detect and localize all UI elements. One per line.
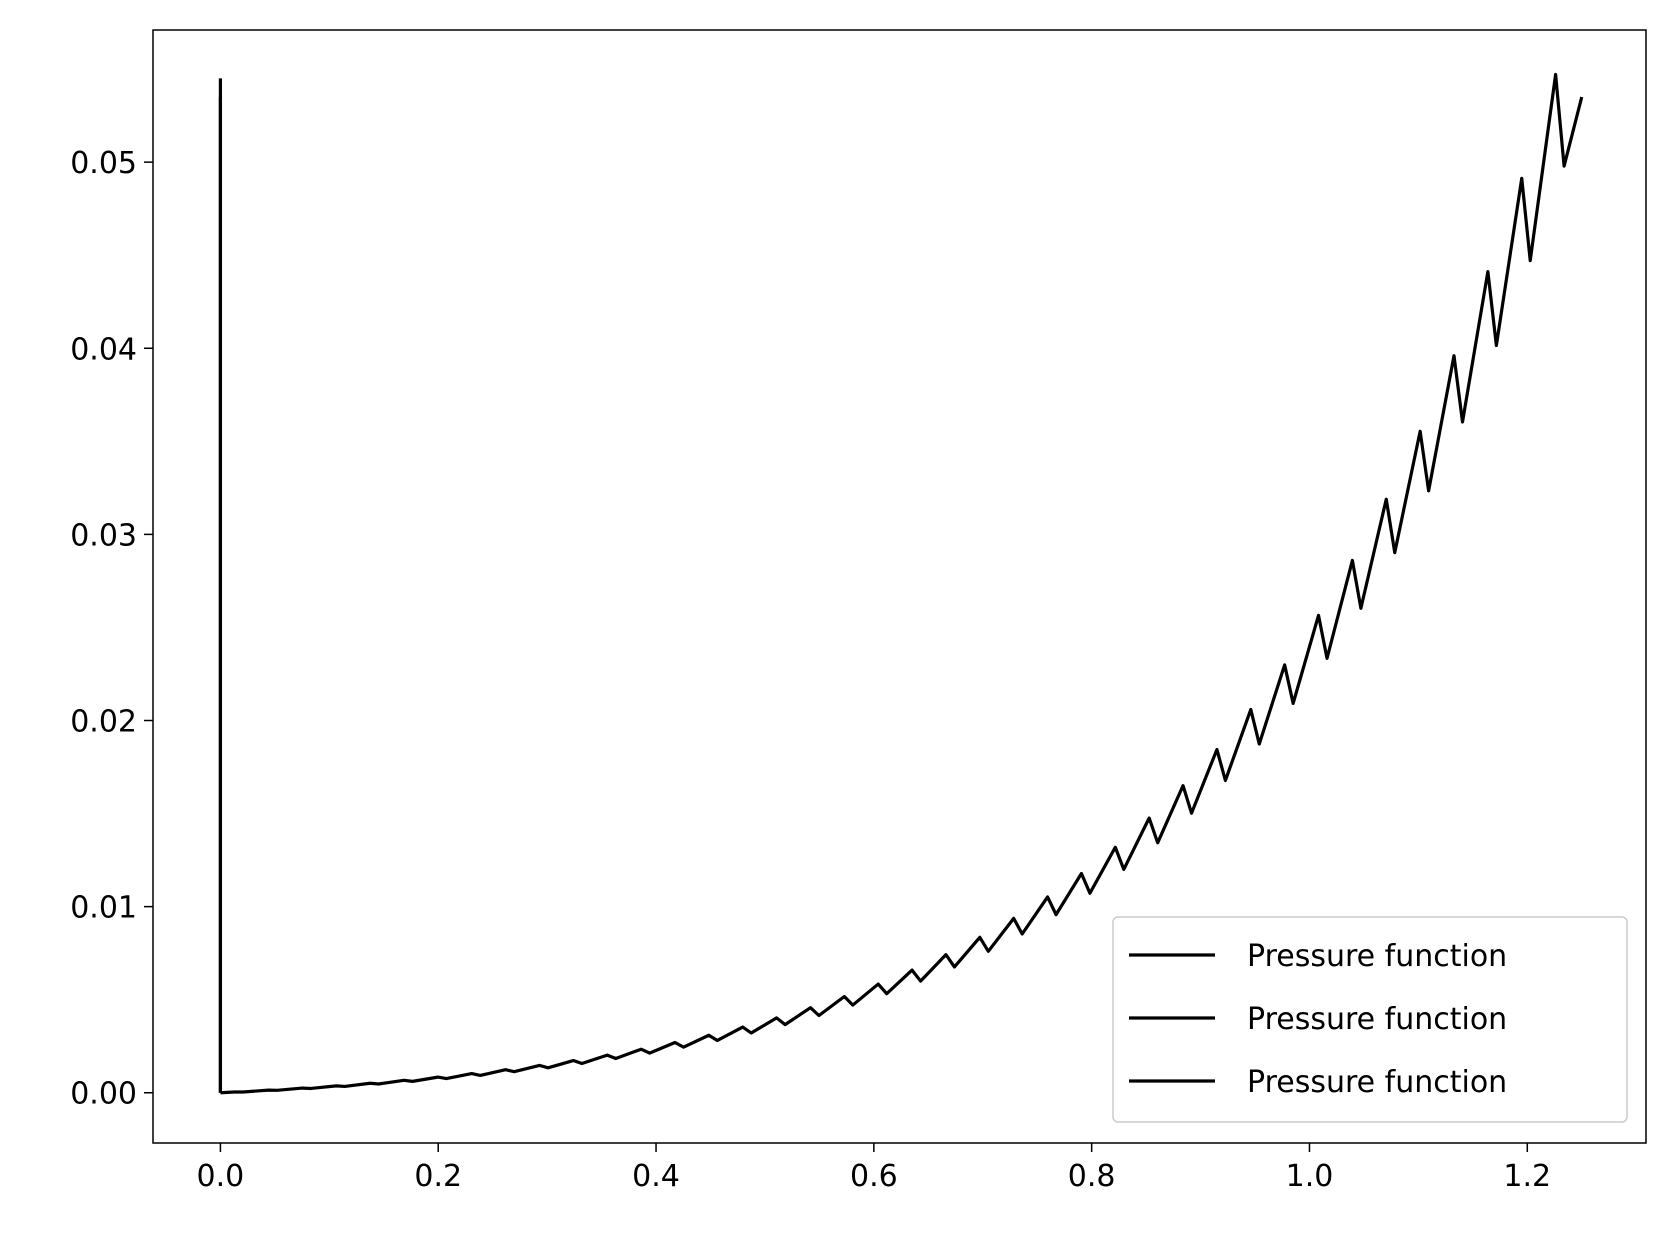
x-tick-label: 1.0 <box>1286 1159 1334 1194</box>
legend: Pressure function Pressure function Pressu… <box>1112 916 1628 1123</box>
x-tick-label: 1.2 <box>1503 1159 1551 1194</box>
y-tick-label: 0.05 <box>70 146 137 181</box>
x-tick-label: 0.6 <box>850 1159 898 1194</box>
legend-label: Pressure function <box>1247 1065 1507 1100</box>
legend-box <box>1112 916 1628 1123</box>
y-tick-label: 0.03 <box>70 518 137 553</box>
y-tick-label: 0.00 <box>70 1077 137 1112</box>
y-tick-label: 0.01 <box>70 891 137 926</box>
x-tick-label: 0.2 <box>414 1159 462 1194</box>
x-tick-label: 0.8 <box>1068 1159 1116 1194</box>
legend-label: Pressure function <box>1247 1002 1507 1037</box>
x-tick-label: 0.0 <box>197 1159 245 1194</box>
y-tick-label: 0.02 <box>70 705 137 740</box>
plot-frame <box>152 29 1647 1144</box>
y-tick-label: 0.04 <box>70 332 137 367</box>
legend-label: Pressure function <box>1247 939 1507 974</box>
series-line <box>220 72 1584 1095</box>
x-tick-label: 0.4 <box>632 1159 680 1194</box>
